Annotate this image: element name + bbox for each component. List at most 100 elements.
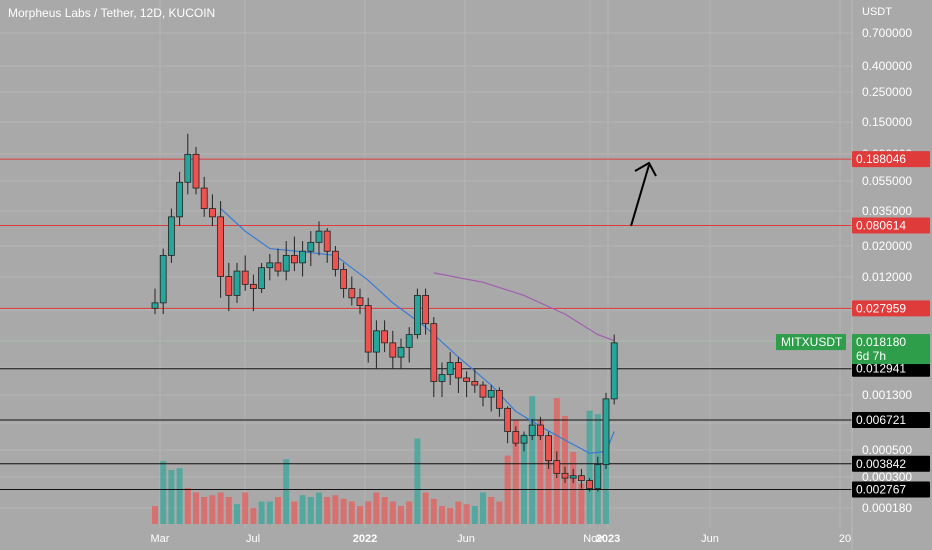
price-tick-label: 0.700000 xyxy=(862,26,912,40)
symbol-label-box xyxy=(776,334,846,351)
volume-bar xyxy=(488,497,495,524)
candle xyxy=(208,194,216,227)
candle xyxy=(258,262,266,294)
candle xyxy=(307,231,315,267)
volume-bar xyxy=(480,492,486,524)
level-price-labels: 0.188046 0.080614 0.027959 0.012941 0.006721… xyxy=(776,151,930,498)
volume-bar xyxy=(373,492,380,524)
volume-bar xyxy=(193,492,199,524)
price-tick-label: 0.001300 xyxy=(862,388,912,402)
candle xyxy=(520,431,528,452)
candle xyxy=(561,466,569,484)
volume-bar xyxy=(381,497,388,524)
volume-bar xyxy=(316,492,322,524)
candle xyxy=(299,241,307,277)
volume-bar xyxy=(529,396,536,524)
chart-title: Morpheus Labs / Tether, 12D, KUCOIN xyxy=(8,6,216,20)
candle xyxy=(405,327,413,363)
resistance-price-label: 0.027959 xyxy=(856,301,906,315)
volume-bar xyxy=(447,507,454,524)
candle xyxy=(602,392,610,469)
candle xyxy=(422,288,430,335)
volume-bar xyxy=(291,501,298,524)
candle xyxy=(340,262,348,298)
volume-bar xyxy=(152,506,158,524)
resistance-price-label-box xyxy=(852,217,930,234)
volume-bar xyxy=(275,497,281,524)
volume-bar xyxy=(307,497,314,524)
volume-bar xyxy=(348,501,355,524)
volume-bar xyxy=(250,507,257,524)
candle xyxy=(167,208,175,263)
candle xyxy=(545,431,552,469)
volume-bar xyxy=(570,452,577,524)
candle xyxy=(495,387,503,417)
support-price-label-box xyxy=(852,411,930,428)
candle xyxy=(389,330,397,369)
volume-bar xyxy=(283,459,290,524)
volume-bar xyxy=(455,501,462,524)
price-tick-label: 0.400000 xyxy=(862,59,912,73)
volume-bar xyxy=(160,461,167,524)
volume-bar xyxy=(414,438,421,524)
candle xyxy=(282,241,290,281)
countdown-label: 6d 7h xyxy=(856,349,886,363)
candle xyxy=(151,288,159,315)
symbol-label: MITXUSDT xyxy=(781,335,843,349)
volume-bar xyxy=(176,468,183,524)
volume-bar xyxy=(357,506,363,524)
volume-bar xyxy=(234,504,240,524)
candle xyxy=(413,288,421,339)
candle xyxy=(528,419,536,441)
price-tick-label: 0.035000 xyxy=(862,204,912,218)
candle xyxy=(569,468,577,484)
volume-bar xyxy=(365,501,372,524)
volume-bar xyxy=(299,495,306,524)
resistance-price-label: 0.188046 xyxy=(856,152,906,166)
volume-bar xyxy=(266,501,273,524)
ma-fast-line xyxy=(220,208,615,454)
price-tick-label: 0.055000 xyxy=(862,174,912,188)
price-tick-label: 0.020000 xyxy=(862,239,912,253)
volume-bar xyxy=(258,501,265,524)
time-tick-label: Mar xyxy=(151,533,170,545)
horizontal-levels[interactable] xyxy=(0,158,852,490)
volume-bar xyxy=(242,492,249,524)
volume-bar xyxy=(578,483,585,524)
candle xyxy=(331,246,339,277)
volume-bar xyxy=(603,456,609,524)
candle xyxy=(446,352,454,386)
volume-bar xyxy=(537,420,544,524)
price-tick-label: 0.012000 xyxy=(862,270,912,284)
arrow-annotation[interactable] xyxy=(630,161,657,227)
time-tick-label: Nov xyxy=(583,533,603,545)
ma-slow-line xyxy=(433,272,615,342)
price-tick-label: 0.150000 xyxy=(862,115,912,129)
candle xyxy=(504,406,512,444)
support-price-label-box xyxy=(852,360,930,377)
volume-bar xyxy=(430,498,437,524)
candle xyxy=(274,248,282,277)
volume-bars xyxy=(152,396,609,524)
candle xyxy=(217,201,225,298)
time-tick-label: Jun xyxy=(457,533,475,545)
candle xyxy=(225,262,233,312)
resistance-price-label-box xyxy=(852,300,930,317)
candle xyxy=(463,371,471,398)
price-tick-label: 0.000300 xyxy=(862,470,912,484)
support-price-label: 0.012941 xyxy=(856,362,906,376)
volume-bar xyxy=(586,410,593,524)
price-tick-label: 0.250000 xyxy=(862,85,912,99)
candle xyxy=(192,146,200,195)
volume-bar xyxy=(512,420,519,524)
price-tick-label: 0.000180 xyxy=(862,501,912,515)
volume-bar xyxy=(340,498,347,524)
support-price-label-box xyxy=(852,481,930,498)
time-tick-label: Jul xyxy=(246,533,260,545)
candle xyxy=(233,262,241,303)
candle xyxy=(512,426,520,447)
candle xyxy=(184,133,192,195)
